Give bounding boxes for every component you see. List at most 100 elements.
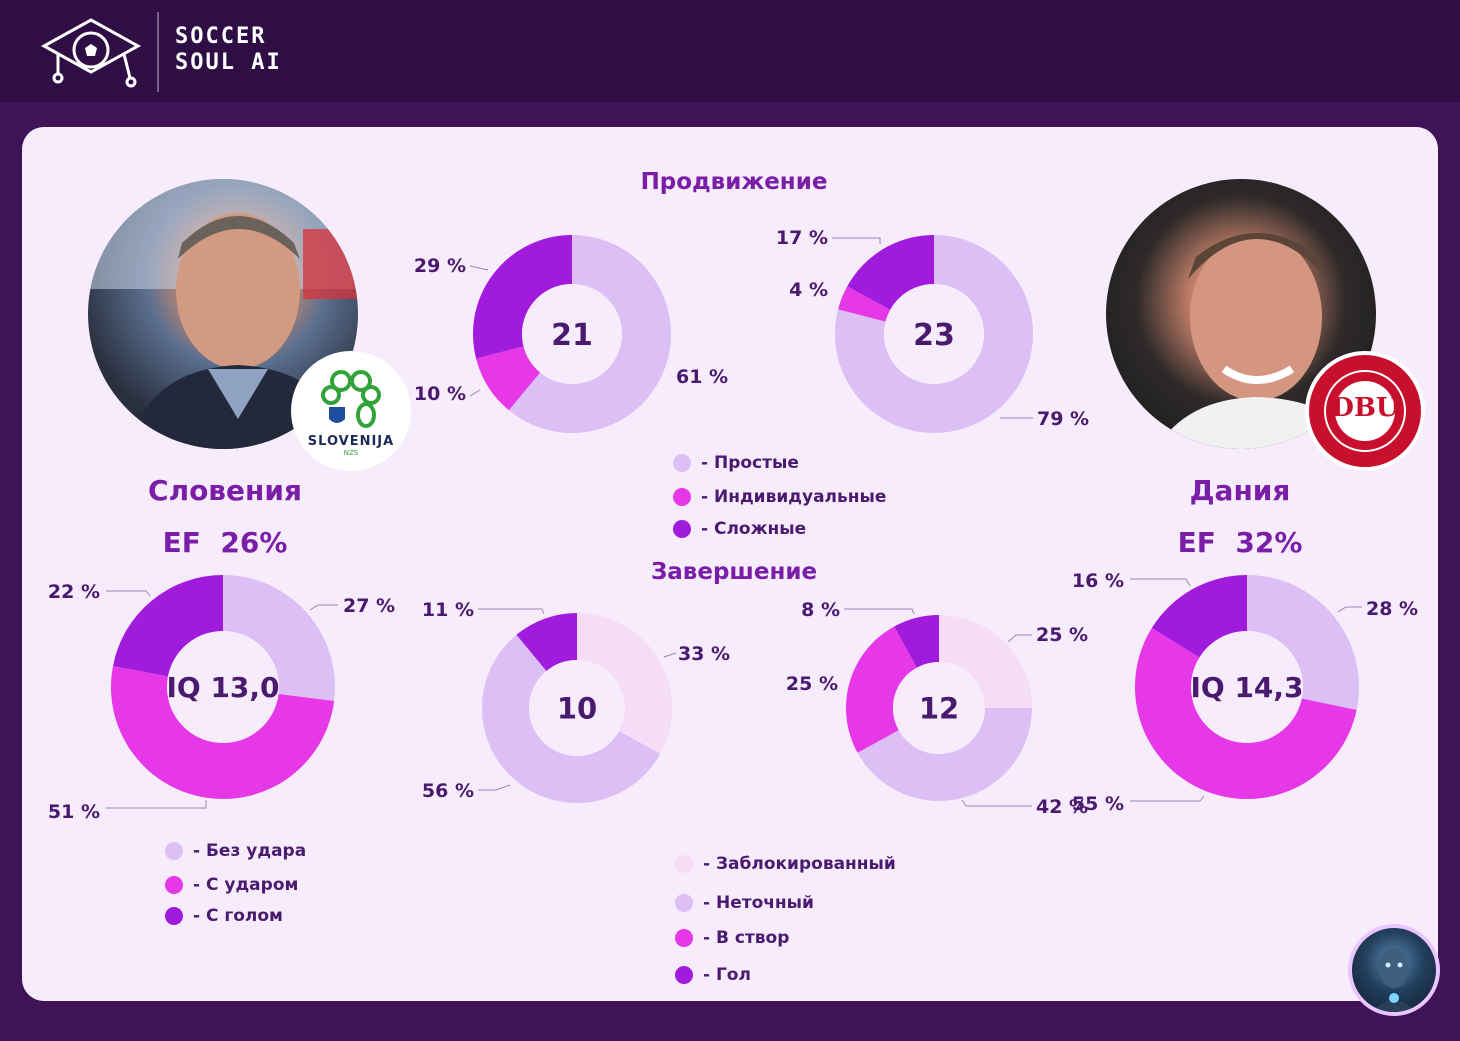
left-team-ef: EF 26%: [162, 526, 288, 559]
donut-chart: 21 61 % 10 % 29 %: [414, 235, 728, 433]
donut-center-value: 10: [557, 691, 597, 725]
donut-hole: [884, 284, 984, 384]
legend-label: - Индивидуальные: [701, 487, 887, 507]
leader-line: [1337, 606, 1362, 613]
donut-center-value: IQ 14,3: [1190, 671, 1303, 704]
donut-slice: [894, 615, 939, 668]
data-label: 16 %: [1072, 570, 1124, 592]
brand-line-2: SOUL AI: [175, 50, 282, 75]
leader-line: [469, 389, 481, 397]
brand-name: SOCCER SOUL AI: [175, 24, 282, 76]
legend-dot: [673, 454, 691, 472]
donut-center-value: 23: [913, 318, 955, 353]
leader-line: [309, 604, 338, 611]
leader-line: [469, 265, 489, 271]
denmark-badge: DBU: [1305, 351, 1425, 471]
legend-dot: [165, 876, 183, 894]
donut-slice: [223, 575, 335, 702]
legend-label: - С ударом: [193, 875, 299, 895]
legend-item: - Неточный: [675, 893, 814, 913]
soccer-ball-logo-icon: [40, 18, 142, 88]
leader-line: [663, 652, 677, 658]
legend-label: - Без удара: [193, 841, 307, 861]
data-label: 25 %: [1036, 624, 1088, 646]
leader-line: [844, 608, 915, 615]
donut-slice: [508, 235, 671, 433]
donut-chart: 23 79 % 4 % 17 %: [776, 227, 1089, 434]
legend-item: - Простые: [673, 453, 799, 473]
donut-hole: [1191, 631, 1303, 743]
leader-line: [832, 237, 881, 244]
data-label: 4 %: [789, 279, 828, 301]
donut-chart: 12 25 % 42 % 25 % 8 %: [786, 599, 1088, 818]
donut-slice: [838, 286, 891, 322]
app-header: SOCCER SOUL AI: [0, 0, 1460, 102]
legend-item: - Заблокированный: [675, 854, 896, 874]
leader-line: [1007, 634, 1032, 643]
donut-slice: [857, 708, 1032, 801]
data-label: 61 %: [676, 366, 728, 388]
data-label: 33 %: [678, 643, 730, 665]
donut-center-value: 21: [551, 318, 593, 353]
legend-dot: [675, 929, 693, 947]
brand-line-1: SOCCER: [175, 24, 267, 49]
donut-slice: [1151, 575, 1247, 658]
data-label: 56 %: [422, 780, 474, 802]
data-label: 11 %: [422, 599, 474, 621]
donut-chart: 10 33 % 56 % 11 %: [422, 599, 730, 804]
donut-slice: [846, 626, 917, 753]
donut-chart: IQ 13,0 27 % 51 % 22 %: [48, 575, 395, 823]
legend-dot: [165, 907, 183, 925]
legend-item: - Сложные: [673, 519, 806, 539]
leader-line: [478, 608, 545, 615]
legend-label: - С голом: [193, 906, 283, 926]
legend-dot: [675, 855, 693, 873]
data-label: 27 %: [343, 595, 395, 617]
legend-dot: [675, 966, 693, 984]
data-label: 29 %: [414, 255, 466, 277]
legend-label: - Заблокированный: [703, 854, 896, 874]
donut-center-value: 12: [919, 691, 959, 725]
donut-slice: [1134, 627, 1357, 800]
legend-item: - Индивидуальные: [673, 487, 886, 507]
ai-assistant-avatar[interactable]: [1348, 924, 1440, 1016]
leader-line: [1130, 578, 1191, 587]
data-label: 25 %: [786, 673, 838, 695]
leader-line: [961, 799, 1032, 807]
donut-slice: [847, 235, 934, 310]
logo-divider: [157, 12, 159, 92]
dbu-emblem-icon: [1324, 370, 1406, 452]
legend-item: - В створ: [675, 928, 789, 948]
legend-dot: [673, 520, 691, 538]
section-progress-title: Продвижение: [640, 169, 828, 195]
denmark-badge-text: DBU: [1331, 393, 1399, 423]
data-label: 10 %: [414, 383, 466, 405]
data-label: 79 %: [1037, 408, 1089, 430]
donut-slice: [577, 613, 673, 754]
donut-slice: [472, 235, 572, 359]
right-team-ef: EF 32%: [1177, 526, 1303, 559]
donut-hole: [529, 660, 625, 756]
donut-slice: [110, 666, 335, 800]
legend-dot: [673, 488, 691, 506]
donut-center-value: IQ 13,0: [166, 671, 279, 704]
donut-hole: [522, 284, 622, 384]
donut-slice: [939, 615, 1032, 708]
legend-label: - Сложные: [701, 519, 807, 539]
slovenia-badge: SLOVENIJA NZS: [291, 351, 411, 471]
legend-item: - С ударом: [165, 875, 298, 895]
legend-label: - Неточный: [703, 893, 814, 913]
donut-chart: IQ 14,3 28 % 55 % 16 %: [1072, 570, 1418, 815]
legend-label: - Гол: [703, 965, 751, 985]
left-team-name: Словения: [148, 474, 302, 507]
section-finish-title: Завершение: [650, 559, 818, 585]
slovenia-emblem-icon: [321, 370, 381, 428]
donut-slice: [1247, 575, 1359, 710]
legend-dot: [165, 842, 183, 860]
data-label: 22 %: [48, 581, 100, 603]
donut-slice: [835, 235, 1034, 434]
leader-line: [478, 784, 511, 791]
legend-item: - Без удара: [165, 841, 306, 861]
leader-line: [1130, 795, 1205, 802]
